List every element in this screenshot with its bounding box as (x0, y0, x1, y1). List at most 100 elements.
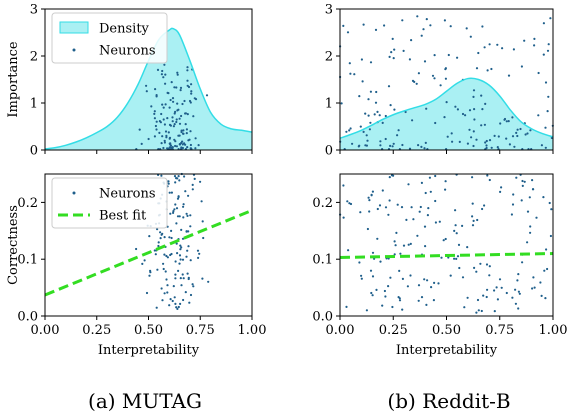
b-top-neuron-point (384, 137, 387, 141)
b-top-neuron-point (408, 147, 412, 150)
a-top-neuron-point (168, 142, 171, 145)
b-top-neuron-point (497, 135, 500, 138)
a-top-neuron-point (176, 71, 179, 74)
b-top-neuron-point (501, 47, 504, 50)
a-bottom-neuron-point (187, 245, 190, 248)
b-top-neuron-point (357, 145, 360, 148)
b-top-neuron-point (511, 116, 514, 119)
a-bottom-neuron-point (161, 299, 164, 302)
a-top-neuron-point (158, 120, 161, 123)
a-top-neuron-point (162, 146, 165, 150)
b-top-neuron-point (362, 130, 365, 133)
b-top-neuron-point (451, 140, 454, 143)
a-top-neuron-point (161, 103, 164, 106)
b-bottom-neuron-point (499, 190, 502, 193)
b-bottom-xlabel: Interpretability (396, 343, 498, 358)
b-bottom-neuron-point (539, 281, 542, 284)
b-bottom-neuron-point (531, 179, 534, 182)
a-top-neuron-point (186, 146, 189, 149)
a-top-neuron-point (189, 147, 193, 150)
b-bottom-neuron-point (389, 276, 392, 279)
b-bottom-neuron-point (426, 214, 429, 217)
b-bottom-neuron-point (532, 188, 535, 191)
a-top-neuron-point (153, 112, 156, 115)
b-bottom-neuron-point (500, 186, 503, 189)
b-bottom-neuron-point (472, 219, 475, 222)
b-bottom-neuron-point (550, 208, 553, 211)
b-top-neuron-point (516, 134, 519, 138)
b-bottom-neuron-point (520, 199, 523, 202)
b-bottom-neuron-point (454, 224, 457, 227)
b-top-neuron-point (469, 35, 472, 38)
b-top-neuron-point (443, 19, 446, 22)
b-bottom-neuron-point (360, 274, 363, 277)
b-bottom-neuron-point (423, 278, 426, 281)
a-top-neuron-point (145, 84, 148, 87)
a-bottom-neuron-point (166, 256, 169, 259)
b-top-neuron-point (369, 121, 372, 124)
b-top-neuron-point (374, 28, 378, 31)
b-bottom-neuron-point (384, 295, 387, 298)
b-bottom-neuron-point (529, 231, 532, 234)
b-bottom-neuron-point (427, 207, 430, 210)
a-top-neuron-point (150, 105, 153, 108)
b-top-neuron-point (381, 121, 384, 124)
b-bottom-neuron-point (517, 307, 520, 310)
b-top-neuron-point (342, 24, 345, 27)
a-bottom-neuron-point (172, 210, 175, 213)
b-bottom-neuron-point (453, 229, 456, 232)
a-bottom-neuron-point (188, 301, 191, 304)
a-top-neuron-point (190, 92, 193, 95)
b-bottom-neuron-point (410, 206, 413, 209)
a-top-neuron-point (174, 144, 177, 148)
a-bottom-best-fit-line (44, 208, 253, 297)
a-bottom-neuron-point (186, 272, 189, 275)
b-top-neuron-point (546, 110, 549, 113)
a-top-neuron-point (179, 89, 182, 92)
a-bottom-ytick-label: 0.2 (17, 196, 38, 211)
b-top-neuron-point (473, 108, 476, 111)
b-top-neuron-point (420, 145, 423, 148)
b-bottom-neuron-point (473, 266, 476, 269)
a-bottom-neuron-point (175, 207, 179, 210)
b-bottom-neuron-point (521, 179, 524, 183)
a-top-neuron-point (181, 140, 184, 143)
a-top-ytick-label: 3 (30, 3, 38, 18)
a-top-neuron-point (153, 110, 156, 113)
a-top-neuron-point (178, 122, 182, 125)
b-top-neuron-point (496, 43, 499, 46)
a-top-neuron-point (188, 99, 192, 103)
a-top-neuron-point (186, 79, 189, 82)
b-top-neuron-point (348, 129, 351, 132)
b-top-neuron-point (444, 67, 447, 70)
a-bottom-neuron-point (148, 274, 151, 277)
b-top-neuron-point (472, 144, 475, 148)
b-bottom-neuron-point (379, 260, 382, 263)
a-bottom-neuron-point (174, 302, 177, 305)
a-bottom-neuron-point (174, 273, 177, 276)
b-bottom-neuron-point (449, 274, 452, 277)
b-top-neuron-point (340, 102, 343, 105)
b-top-ytick-label: 1 (325, 97, 333, 112)
b-bottom-neuron-point (466, 296, 469, 299)
b-top-neuron-point (472, 95, 475, 98)
b-bottom-neuron-point (476, 298, 480, 302)
b-top-neuron-point (513, 145, 516, 148)
a-bottom-neuron-point (157, 244, 160, 248)
b-bottom-neuron-point (432, 299, 435, 302)
a-bottom-neuron-point (197, 256, 200, 259)
b-bottom-neuron-point (500, 286, 503, 289)
a-top-neuron-point (170, 81, 173, 84)
a-top-neuron-point (173, 123, 176, 126)
b-top-neuron-point (464, 114, 467, 117)
b-bottom-neuron-point (517, 290, 521, 293)
a-bottom-neuron-point (178, 179, 181, 182)
b-bottom-neuron-point (444, 180, 447, 183)
a-top-neuron-point (155, 94, 158, 97)
a-bottom-neuron-point (191, 188, 194, 191)
a-bottom-legend-label: Neurons (99, 187, 156, 202)
b-top-neuron-point (390, 51, 393, 54)
b-bottom-neuron-point (512, 193, 515, 196)
b-bottom-neuron-point (401, 277, 404, 280)
b-bottom-neuron-point (511, 296, 514, 299)
